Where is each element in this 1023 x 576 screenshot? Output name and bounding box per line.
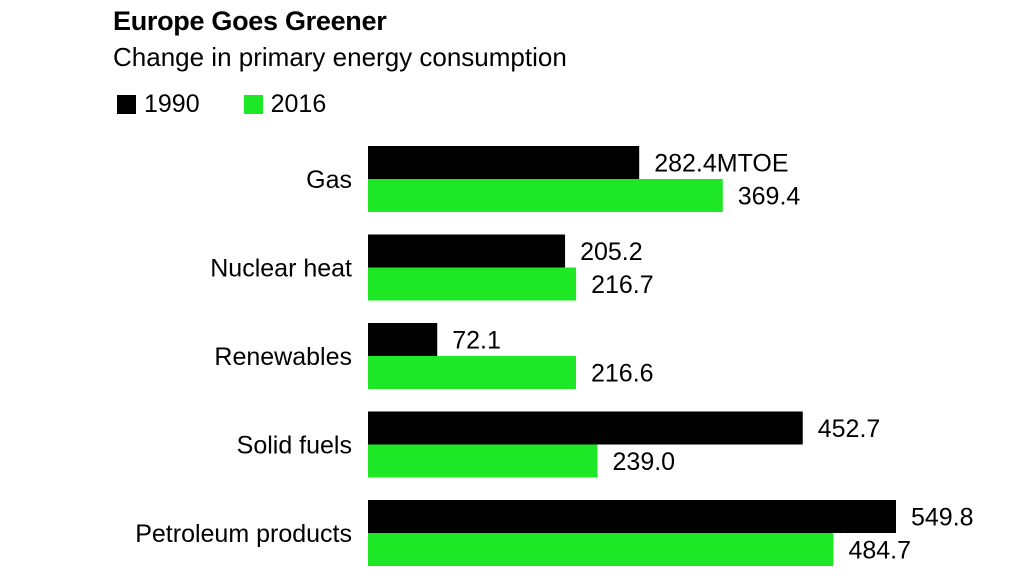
legend-item-1990: 1990 <box>117 90 200 119</box>
bar-2016 <box>368 533 834 566</box>
bar-1990 <box>368 234 566 268</box>
data-label-2016: 239.0 <box>613 448 676 476</box>
bar-1990 <box>368 146 640 179</box>
bar-1990 <box>368 411 803 445</box>
category-label: Nuclear heat <box>210 255 352 283</box>
data-label-1990: 72.1 <box>452 327 501 355</box>
category-label: Solid fuels <box>237 432 352 460</box>
legend-item-2016: 2016 <box>243 90 327 119</box>
legend-swatch-1990 <box>117 95 136 114</box>
bar-2016 <box>368 444 598 478</box>
chart-title: Europe Goes Greener <box>113 6 387 36</box>
category-label: Renewables <box>214 343 352 371</box>
data-label-1990: 549.8 <box>911 504 974 532</box>
data-label-2016: 216.6 <box>591 360 654 388</box>
bar-2016 <box>368 179 723 212</box>
category-label: Petroleum products <box>135 520 352 548</box>
bar-2016 <box>368 267 577 301</box>
legend-swatch-2016 <box>243 95 263 114</box>
data-label-2016: 369.4 <box>738 183 801 211</box>
chart-subtitle: Change in primary energy consumption <box>113 42 567 72</box>
data-label-1990: 452.7 <box>818 415 881 443</box>
bar-2016 <box>368 356 577 389</box>
data-label-2016: 216.7 <box>591 271 654 299</box>
legend: 1990 2016 <box>117 90 370 119</box>
category-label: Gas <box>306 166 352 194</box>
legend-label-1990: 1990 <box>144 90 200 118</box>
data-label-1990: 205.2 <box>580 238 643 266</box>
data-label-1990: 282.4MTOE <box>654 150 788 178</box>
legend-label-2016: 2016 <box>270 90 327 118</box>
bar-1990 <box>368 500 896 533</box>
data-label-2016: 484.7 <box>848 537 911 565</box>
bar-1990 <box>368 323 438 356</box>
